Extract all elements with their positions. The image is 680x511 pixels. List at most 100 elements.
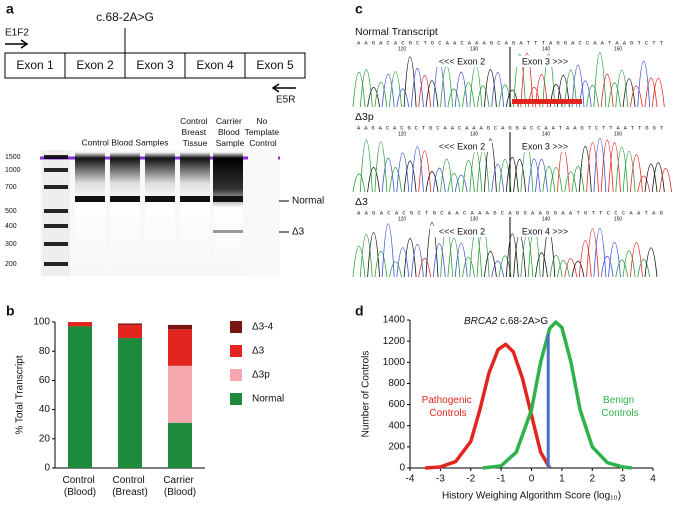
bar-segment [168,422,192,468]
position: 150 [614,46,623,52]
trace-peak [411,68,424,108]
label-bg [515,56,575,67]
trace-peak [359,234,373,278]
trace-peak [630,154,643,193]
bar-segment [118,324,142,339]
trace-peak [608,82,621,108]
exon [64,52,126,79]
lane [75,152,105,276]
bar-segment [118,323,142,325]
x-tick-label: -2 [466,474,475,485]
trace-peak [359,69,373,108]
trace-peak [586,84,599,108]
trace-peak [462,82,475,108]
trace-peak [659,168,672,193]
trace-peak [622,78,636,108]
trace-peak [447,238,461,278]
lane-label: No Template Control [245,116,282,148]
label-bg [515,226,575,237]
legend-label: Normal [252,394,284,405]
lane [180,152,210,276]
y-tick-label: 0 [44,463,50,474]
trace-peak [411,243,424,278]
trace-peak [535,73,548,108]
trace-peak [396,152,410,193]
trace-peak [564,69,578,108]
trace-peak [462,160,475,193]
legend-swatch [230,321,242,333]
exon-label: Exon 5 [256,58,294,72]
trace-peak [527,86,541,108]
trace-peak [498,84,512,108]
trace-peak [469,65,483,108]
position: 140 [542,46,551,52]
position: 140 [542,216,551,222]
trace-peak [637,175,651,193]
trace-peak [593,138,607,193]
trace-peak [396,247,410,278]
y-tick-label: 600 [388,399,405,410]
trace-peak [491,163,505,193]
trace-peak [454,242,468,278]
x-axis-label: History Weighing Algorithm Score (log₁₀) [442,491,621,502]
trace-peak [432,243,446,278]
exon [244,52,306,79]
deleted-region [512,99,582,104]
trace-peak [542,53,556,108]
y-tick-label: 100 [33,317,50,328]
trace-peak [651,162,665,193]
trace-peak [476,85,490,108]
bar-segment [168,365,192,423]
exon-row: Exon 1 Exon 2 Exon 3 Exon 4 Exon 5 [4,52,306,79]
annotation: BRCA2 c.68-2A>G [464,316,548,327]
x-tick-label: 1 [559,474,565,485]
chromatograms: Normal TranscriptAAGACACGCTGCAACAAAGCAGA… [352,26,672,278]
x-tick-label: 0 [529,474,535,485]
position: 130 [470,131,479,137]
trace-peak [549,167,563,193]
lane-label: Control Breast Tissue [180,116,210,148]
series-label: Benign Controls [601,395,638,419]
trace-peak [622,250,636,278]
ladder-band [44,155,68,159]
ladder-label: 500 [5,208,17,215]
trace-peak [542,166,556,193]
panel-label: a [6,1,14,17]
trace-peak [484,251,497,278]
sequence: AAGACACGCTGCAACAAAGCAGGAAGGAATGTTCCCAATA… [357,209,663,216]
position: 150 [614,131,623,137]
band [180,196,210,202]
trace-peak [418,150,432,193]
legend-swatch [230,345,242,357]
trace-peak [564,258,578,278]
x-tick-label: Control (Blood) [62,475,97,498]
x-tick-label: 2 [589,474,595,485]
trace-peak [571,260,585,278]
y-tick-label: 0 [399,463,405,474]
primer-label: E1F2 [5,28,29,39]
ladder-band [44,224,68,228]
primer-arrow [271,83,296,93]
exon-label: <<< Exon 2 [439,141,485,151]
exon-label: Exon 3 [136,58,174,72]
sequence: AAGACACGCTGCAACAAAGCAGGACCAATAAGTCTTAATT… [357,124,664,131]
trace-peak [600,255,614,278]
position: 120 [398,131,407,137]
series-label: Pathogenic Controls [422,395,475,419]
y-tick-label: 1200 [383,336,406,347]
trace-peak [359,139,373,193]
trace-peak [352,245,366,278]
trace-peak [578,240,592,278]
trace-peak [557,146,570,193]
y-tick-label: 40 [39,404,51,415]
primer-arrow [5,39,29,49]
y-axis-label: % Total Transcript [15,355,26,435]
x-tick-label: 4 [650,474,656,485]
x-tick-label: -3 [436,474,445,485]
trace-peak [447,172,461,193]
trace-peak [644,163,658,193]
y-tick-label: 1000 [383,357,406,368]
exon-label: <<< Exon 2 [439,226,485,236]
